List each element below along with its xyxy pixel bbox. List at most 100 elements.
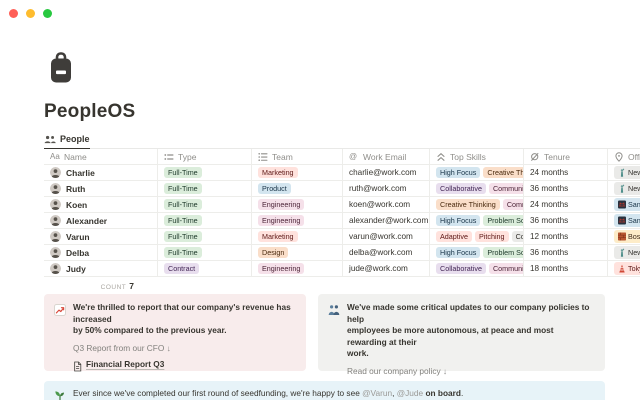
type-cell[interactable]: Full-Time [158, 245, 252, 260]
tenure-cell[interactable]: 18 months [524, 261, 608, 276]
email-cell[interactable]: alexander@work.com [343, 213, 430, 228]
tenure-cell[interactable]: 12 months [524, 229, 608, 244]
email-cell[interactable]: varun@work.com [343, 229, 430, 244]
table-row[interactable]: Charlie Full-Time Marketing charlie@work.co… [44, 165, 640, 181]
skills-cell[interactable]: CollaborativeCommunication [430, 261, 524, 276]
team-cell[interactable]: Marketing [252, 229, 343, 244]
skill-tag: Communication [488, 182, 523, 195]
tenure-cell[interactable]: 36 months [524, 213, 608, 228]
name-cell[interactable]: Ruth [44, 181, 158, 196]
skills-cell[interactable]: AdaptivePitchingContrarian [430, 229, 524, 244]
table-count[interactable]: COUNT 7 [44, 281, 158, 291]
email-cell[interactable]: jude@work.com [343, 261, 430, 276]
skill-tag: High Focus [436, 166, 481, 179]
type-cell[interactable]: Full-Time [158, 197, 252, 212]
office-cell[interactable]: Boston [608, 229, 640, 244]
type-cell[interactable]: Full-Time [158, 229, 252, 244]
email-cell[interactable]: delba@work.com [343, 245, 430, 260]
type-cell[interactable]: Contract [158, 261, 252, 276]
type-cell[interactable]: Full-Time [158, 181, 252, 196]
column-label: Name [64, 151, 87, 162]
name-cell[interactable]: Koen [44, 197, 158, 212]
office-cell[interactable]: New York [608, 165, 640, 180]
person-name: Ruth [66, 183, 86, 194]
tab-people[interactable]: People [44, 134, 90, 149]
table-row[interactable]: Ruth Full-Time Product ruth@work.com Collabo… [44, 181, 640, 197]
minimize-button[interactable] [26, 9, 35, 18]
table-row[interactable]: Varun Full-Time Marketing varun@work.com Ada… [44, 229, 640, 245]
office-tag: San Francisco [614, 213, 640, 228]
close-button[interactable] [9, 9, 18, 18]
team-tag: Product [258, 182, 291, 195]
backpack-icon[interactable] [49, 52, 73, 86]
office-cell[interactable]: San Francisco [608, 197, 640, 212]
person-name: Delba [66, 247, 90, 258]
mention-jude[interactable]: @Jude [396, 388, 424, 398]
office-tag: Tokyo [614, 261, 640, 276]
type-cell[interactable]: Full-Time [158, 213, 252, 228]
office-cell[interactable]: Tokyo [608, 261, 640, 276]
skills-cell[interactable]: Creative ThinkingCommunication [430, 197, 524, 212]
team-cell[interactable]: Engineering [252, 261, 343, 276]
column-header-skills[interactable]: Top Skills [430, 149, 524, 164]
table-row[interactable]: Alexander Full-Time Engineering alexander@w… [44, 213, 640, 229]
column-header-name[interactable]: Aa Name [44, 149, 158, 164]
table-row[interactable]: Judy Contract Engineering jude@work.com Coll… [44, 261, 640, 277]
skill-tag: High Focus [436, 246, 481, 259]
work-email: koen@work.com [349, 200, 411, 209]
email-cell[interactable]: ruth@work.com [343, 181, 430, 196]
name-cell[interactable]: Alexander [44, 213, 158, 228]
email-cell[interactable]: charlie@work.com [343, 165, 430, 180]
office-cell[interactable]: San Francisco [608, 213, 640, 228]
column-header-email[interactable]: @ Work Email [343, 149, 430, 164]
seedfunding-text-bold: on board [425, 388, 461, 398]
table-row[interactable]: Koen Full-Time Engineering koen@work.com Cre… [44, 197, 640, 213]
column-header-tenure[interactable]: Tenure [524, 149, 608, 164]
table-row[interactable]: Delba Full-Time Design delba@work.com High F… [44, 245, 640, 261]
name-cell[interactable]: Judy [44, 261, 158, 276]
tenure-cell[interactable]: 24 months [524, 197, 608, 212]
office-tag: New York [614, 245, 640, 260]
type-cell[interactable]: Full-Time [158, 165, 252, 180]
tenure-cell[interactable]: 36 months [524, 181, 608, 196]
type-tag: Full-Time [164, 246, 202, 259]
column-label: Work Email [363, 151, 407, 162]
team-cell[interactable]: Product [252, 181, 343, 196]
statue-of-liberty-icon [618, 168, 626, 177]
skill-tag: Creative Thinking [436, 198, 500, 211]
name-cell[interactable]: Delba [44, 245, 158, 260]
name-cell[interactable]: Varun [44, 229, 158, 244]
page-title[interactable]: PeopleOS [44, 101, 136, 122]
skill-tag: Contrarian [511, 230, 523, 243]
seedling-icon [54, 389, 66, 400]
office-cell[interactable]: New York [608, 245, 640, 260]
name-cell[interactable]: Charlie [44, 165, 158, 180]
tenure-value: 36 months [530, 184, 569, 193]
seedfunding-text-prefix: Ever since we've completed our first rou… [73, 388, 363, 398]
mention-varun[interactable]: @Varun [362, 388, 393, 398]
seedfunding-text-end: . [460, 388, 464, 398]
revenue-subtext: Q3 Report from our CFO ↓ [73, 342, 171, 353]
team-cell[interactable]: Design [252, 245, 343, 260]
column-header-team[interactable]: Team [252, 149, 343, 164]
tenure-cell[interactable]: 24 months [524, 165, 608, 180]
tenure-cell[interactable]: 36 months [524, 245, 608, 260]
zoom-button[interactable] [43, 9, 52, 18]
person-name: Varun [66, 231, 90, 242]
column-label: Office [628, 151, 640, 162]
email-cell[interactable]: koen@work.com [343, 197, 430, 212]
team-cell[interactable]: Engineering [252, 197, 343, 212]
golden-gate-bridge-icon [618, 216, 626, 225]
team-cell[interactable]: Engineering [252, 213, 343, 228]
window-controls [9, 9, 52, 18]
office-cell[interactable]: New York [608, 181, 640, 196]
skills-cell[interactable]: CollaborativeCommunication [430, 181, 524, 196]
team-cell[interactable]: Marketing [252, 165, 343, 180]
count-label: COUNT [100, 284, 127, 291]
column-header-type[interactable]: Type [158, 149, 252, 164]
financial-report-link[interactable]: Financial Report Q3 [73, 359, 296, 371]
column-header-office[interactable]: Office [608, 149, 640, 164]
